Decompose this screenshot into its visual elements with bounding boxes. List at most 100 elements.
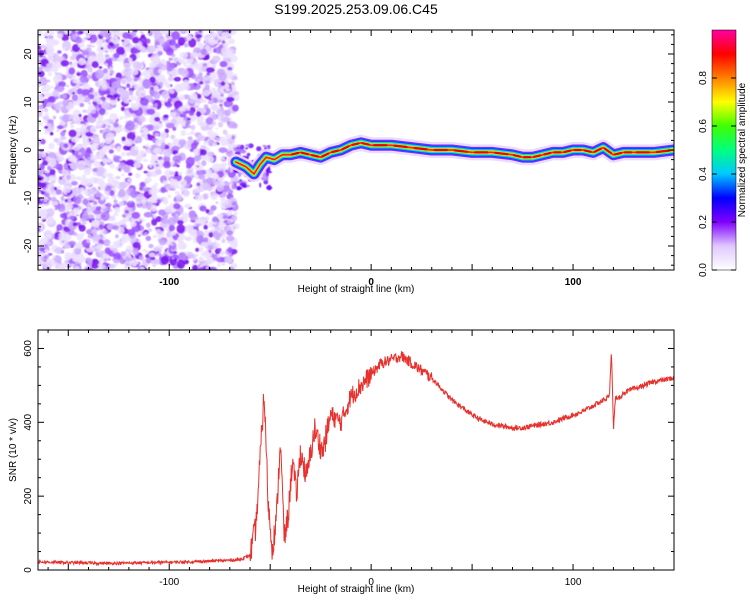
noise-speckle [148, 243, 154, 249]
noise-speckle [43, 199, 48, 203]
noise-speckle [159, 38, 165, 45]
noise-speckle [93, 160, 102, 168]
noise-speckle [126, 200, 136, 208]
noise-speckle [104, 247, 111, 255]
transition-speckle [241, 149, 247, 154]
noise-speckle [58, 81, 66, 88]
x-tick-label: 100 [565, 277, 582, 288]
noise-speckle [119, 242, 123, 246]
noise-speckle [81, 96, 86, 101]
noise-speckle [65, 230, 69, 233]
noise-speckle [232, 104, 239, 112]
noise-speckle [109, 163, 115, 169]
noise-speckle [49, 169, 56, 176]
noise-speckle [49, 96, 56, 103]
noise-speckle [44, 36, 48, 39]
noise-speckle [131, 211, 141, 219]
noise-speckle [48, 35, 54, 39]
noise-speckle [178, 58, 186, 64]
colorbar-bar [711, 29, 737, 271]
noise-speckle [67, 149, 72, 153]
noise-speckle [154, 133, 160, 136]
noise-speckle [141, 204, 148, 209]
noise-speckle [46, 63, 54, 68]
noise-speckle [94, 234, 101, 239]
noise-speckle [51, 63, 61, 69]
noise-speckle [91, 61, 99, 68]
noise-speckle [103, 84, 108, 88]
transition-speckle [245, 147, 249, 150]
noise-speckle [190, 142, 198, 150]
noise-speckle [212, 181, 220, 186]
noise-speckle [200, 262, 204, 266]
noise-speckle [72, 78, 81, 84]
noise-speckle [226, 220, 232, 225]
noise-speckle [102, 68, 108, 74]
noise-speckle [225, 88, 231, 92]
noise-speckle [54, 236, 59, 240]
noise-speckle [225, 235, 235, 242]
noise-speckle [147, 133, 151, 138]
noise-speckle [229, 168, 234, 173]
noise-speckle [62, 47, 66, 51]
noise-speckle [84, 58, 88, 61]
noise-speckle [137, 204, 142, 208]
noise-speckle [169, 56, 173, 60]
noise-speckle [119, 181, 129, 189]
noise-speckle [154, 182, 159, 186]
noise-speckle [38, 240, 46, 246]
noise-speckle [153, 66, 161, 76]
noise-speckle [231, 135, 235, 140]
noise-speckle [127, 182, 131, 185]
noise-speckle [119, 116, 123, 121]
noise-speckle [214, 46, 223, 54]
noise-speckle [200, 48, 207, 56]
noise-speckle [215, 137, 221, 142]
transition-speckle [246, 152, 251, 157]
noise-speckle [43, 120, 49, 124]
noise-speckle [104, 54, 110, 58]
noise-speckle [59, 142, 65, 148]
noise-speckle [81, 134, 87, 140]
noise-speckle [40, 138, 46, 145]
spectrogram-x-ticks: -100 0 100 [47, 30, 675, 288]
noise-speckle [199, 149, 207, 156]
noise-speckle [79, 187, 85, 191]
noise-speckle [87, 67, 93, 73]
noise-speckle [57, 85, 64, 93]
noise-speckle [137, 115, 146, 123]
ridge-core-segment [311, 154, 320, 158]
noise-speckle [140, 190, 144, 193]
noise-speckle [196, 235, 205, 244]
noise-speckle [104, 185, 112, 191]
noise-speckle [133, 264, 137, 267]
noise-speckle [160, 255, 169, 265]
noise-speckle [145, 235, 152, 241]
y-tick-label: 600 [23, 340, 34, 357]
noise-speckle [210, 192, 218, 200]
noise-speckle [197, 78, 201, 82]
noise-speckle [194, 194, 203, 201]
noise-speckle [212, 163, 221, 172]
noise-speckle [157, 68, 163, 74]
noise-speckle [178, 139, 187, 146]
noise-speckle [57, 185, 61, 190]
noise-speckle [128, 200, 132, 203]
noise-speckle [142, 145, 147, 149]
noise-speckle [53, 186, 58, 191]
noise-speckle [164, 162, 170, 167]
noise-speckle [160, 186, 166, 193]
noise-speckle [164, 128, 169, 134]
noise-speckle [140, 150, 145, 154]
noise-speckle [232, 225, 236, 230]
noise-speckle [108, 263, 116, 269]
noise-speckle [226, 75, 232, 80]
x-tick-label: 0 [368, 577, 374, 588]
noise-speckle [98, 258, 106, 263]
noise-speckle [158, 159, 164, 166]
noise-speckle [209, 134, 217, 140]
noise-speckle [38, 66, 43, 72]
noise-speckle [86, 260, 93, 267]
noise-speckle [147, 68, 153, 74]
noise-speckle [158, 239, 167, 246]
